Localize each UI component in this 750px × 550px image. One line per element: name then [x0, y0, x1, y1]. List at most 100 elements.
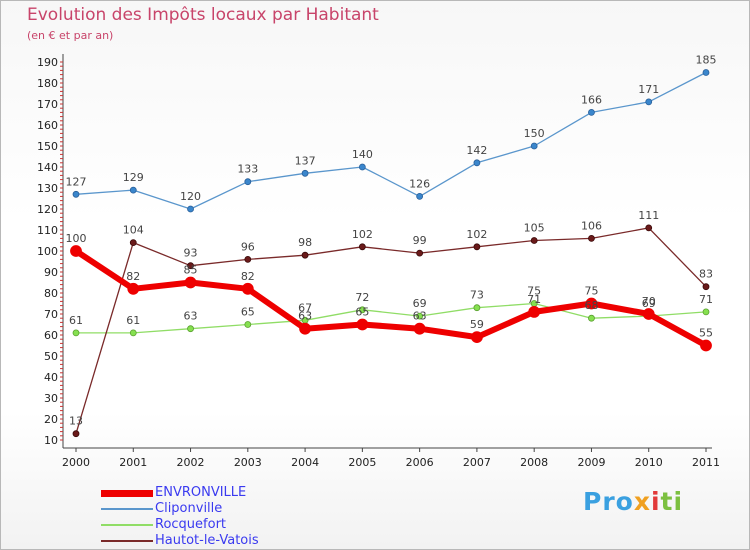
x-tick-label: 2002 [177, 456, 205, 469]
data-label-hautot-le-vatois: 106 [581, 219, 602, 232]
chart-title: Evolution des Impôts locaux par Habitant [27, 5, 379, 25]
x-tick-label: 2004 [291, 456, 319, 469]
data-label-cliponville: 142 [466, 144, 487, 157]
series-hautot-le-vatois [72, 224, 710, 438]
data-label-hautot-le-vatois: 104 [123, 224, 144, 237]
point-rocquefort [702, 308, 710, 316]
legend-swatch [101, 524, 153, 526]
data-label-envronville: 55 [699, 327, 713, 340]
series-line-hautot-le-vatois [75, 227, 707, 435]
y-tick-label: 90 [44, 266, 58, 279]
data-label-cliponville: 129 [123, 171, 144, 184]
x-tick-label: 2011 [692, 456, 720, 469]
point-cliponville [588, 109, 595, 116]
series-cliponville [72, 69, 710, 213]
y-tick-label: 120 [37, 203, 58, 216]
legend-swatch [101, 540, 153, 542]
data-label-cliponville: 171 [638, 83, 659, 96]
point-hautot-le-vatois [702, 283, 710, 291]
point-cliponville [702, 69, 710, 76]
data-label-hautot-le-vatois: 93 [184, 247, 198, 260]
data-label-hautot-le-vatois: 111 [638, 209, 659, 222]
point-cliponville [301, 169, 309, 177]
point-rocquefort [588, 314, 595, 322]
data-label-envronville: 59 [470, 318, 484, 331]
point-rocquefort [187, 325, 194, 333]
point-envronville [299, 322, 311, 335]
data-label-rocquefort: 61 [126, 314, 140, 327]
series-line-cliponville [75, 71, 707, 210]
data-label-cliponville: 150 [524, 127, 545, 140]
data-label-rocquefort: 69 [642, 297, 656, 310]
point-envronville [241, 282, 254, 295]
data-label-hautot-le-vatois: 13 [69, 415, 83, 428]
point-envronville [528, 305, 541, 318]
data-label-envronville: 85 [184, 264, 198, 277]
data-label-hautot-le-vatois: 98 [298, 236, 312, 249]
y-tick-label: 10 [44, 434, 58, 447]
legend-label: Rocquefort [155, 517, 227, 532]
data-label-cliponville: 137 [295, 154, 316, 167]
data-label-cliponville: 185 [696, 54, 717, 67]
data-label-hautot-le-vatois: 96 [241, 240, 255, 253]
legend-label: Hautot-le-Vatois [155, 533, 259, 548]
point-rocquefort [416, 312, 424, 320]
point-envronville [585, 297, 598, 310]
series-envronville [70, 245, 712, 352]
data-label-envronville: 82 [126, 270, 140, 283]
point-rocquefort [358, 306, 366, 314]
y-tick-label: 80 [44, 287, 58, 300]
data-label-hautot-le-vatois: 83 [699, 268, 713, 281]
logo-part: x [633, 487, 651, 516]
point-cliponville [129, 186, 137, 194]
y-tick-label: 70 [44, 308, 58, 321]
logo-part: Pro [583, 487, 634, 516]
data-label-envronville: 82 [241, 270, 255, 283]
x-tick-label: 2010 [635, 456, 663, 469]
point-cliponville [244, 178, 252, 186]
point-hautot-le-vatois [301, 251, 309, 259]
data-label-hautot-le-vatois: 102 [466, 228, 487, 241]
y-tick-label: 140 [37, 161, 58, 174]
point-envronville [184, 276, 197, 289]
point-envronville [471, 331, 483, 344]
proxiti-logo: Proxiti [583, 487, 683, 516]
point-hautot-le-vatois [358, 243, 366, 251]
x-tick-label: 2006 [406, 456, 434, 469]
data-label-cliponville: 140 [352, 148, 373, 161]
y-tick-label: 130 [37, 182, 58, 195]
data-label-envronville: 63 [298, 310, 312, 323]
point-cliponville [72, 190, 80, 198]
point-cliponville [187, 205, 194, 213]
chart-subtitle: (en € et par an) [27, 29, 114, 42]
data-label-rocquefort: 72 [355, 291, 369, 304]
point-cliponville [358, 163, 366, 171]
data-label-rocquefort: 68 [584, 299, 598, 312]
data-label-rocquefort: 65 [241, 306, 255, 319]
point-hautot-le-vatois [72, 430, 80, 438]
y-tick-label: 150 [37, 140, 58, 153]
series-layer [70, 69, 712, 438]
x-tick-label: 2009 [577, 456, 605, 469]
data-label-rocquefort: 75 [527, 285, 541, 298]
point-envronville [127, 282, 140, 295]
legend-label: Cliponville [155, 501, 223, 516]
point-hautot-le-vatois [530, 237, 538, 244]
axes: 10 20 30 40 50 60 70 80 90 100 110 120 130 140 150 160 1… [37, 54, 720, 469]
y-tick-label: 50 [44, 350, 58, 363]
y-tick-label: 190 [37, 56, 58, 69]
point-hautot-le-vatois [129, 239, 137, 247]
point-cliponville [416, 192, 424, 200]
point-hautot-le-vatois [187, 262, 194, 270]
y-tick-label: 100 [37, 245, 58, 258]
data-label-hautot-le-vatois: 105 [524, 222, 545, 235]
data-label-rocquefort: 73 [470, 289, 484, 302]
point-rocquefort [129, 329, 137, 337]
data-label-hautot-le-vatois: 99 [413, 234, 427, 247]
point-envronville [356, 318, 369, 331]
point-envronville [413, 322, 426, 335]
data-label-cliponville: 126 [409, 177, 430, 190]
legend-swatch [101, 489, 153, 497]
point-hautot-le-vatois [588, 234, 595, 242]
